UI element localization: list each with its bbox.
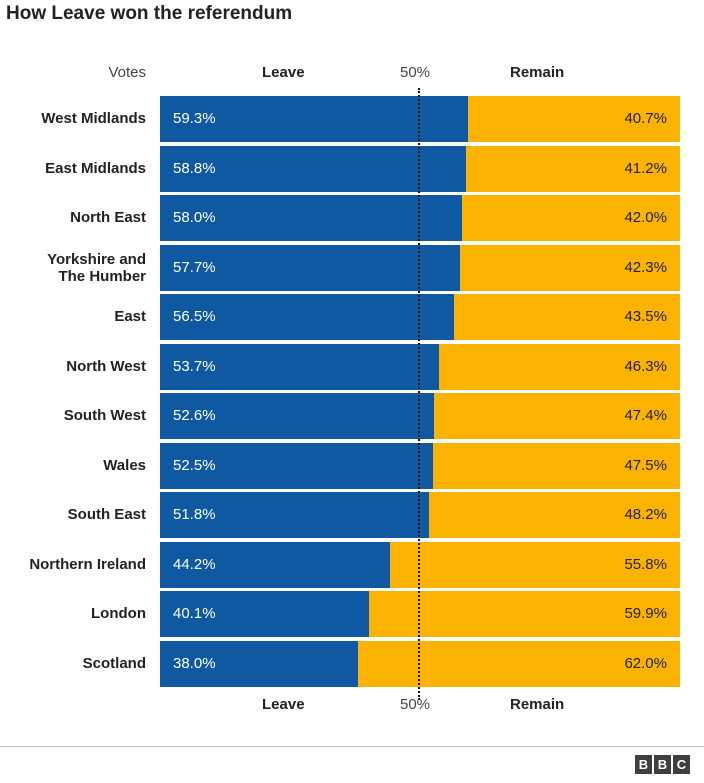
- bbc-logo-letter-2: B: [654, 755, 671, 774]
- region-label: East Midlands: [45, 160, 146, 178]
- remain-bar: 52.6% 47.4%: [160, 393, 680, 439]
- bar-row: South East 51.8% 48.2%: [0, 492, 704, 538]
- leave-bar: [160, 641, 358, 687]
- bar-row: South West 52.6% 47.4%: [0, 393, 704, 439]
- fifty-percent-line: [418, 88, 420, 700]
- leave-value-label: 53.7%: [173, 358, 216, 375]
- remain-header-top: Remain: [510, 64, 565, 81]
- bar-row: London 40.1% 59.9%: [0, 591, 704, 637]
- region-label: North East: [70, 209, 146, 227]
- region-label: South East: [67, 506, 146, 524]
- remain-value-label: 48.2%: [624, 506, 667, 523]
- bbc-logo-letter-3: C: [673, 755, 690, 774]
- region-label: East: [114, 308, 146, 326]
- remain-bar: 40.1% 59.9%: [160, 591, 680, 637]
- remain-bar: 58.0% 42.0%: [160, 195, 680, 241]
- remain-value-label: 47.5%: [624, 457, 667, 474]
- leave-header-top: Leave: [262, 64, 305, 81]
- remain-value-label: 40.7%: [624, 110, 667, 127]
- remain-bar: 53.7% 46.3%: [160, 344, 680, 390]
- bbc-logo: B B C: [635, 755, 690, 774]
- leave-value-label: 38.0%: [173, 655, 216, 672]
- region-label: Yorkshire and The Humber: [47, 250, 146, 285]
- leave-bar: [160, 591, 369, 637]
- remain-bar: 59.3% 40.7%: [160, 96, 680, 142]
- bar-row: North West 53.7% 46.3%: [0, 344, 704, 390]
- midpoint-label-top: 50%: [400, 64, 431, 81]
- leave-bar: [160, 146, 466, 192]
- remain-value-label: 42.0%: [624, 209, 667, 226]
- bar-row: Scotland 38.0% 62.0%: [0, 641, 704, 687]
- leave-value-label: 58.8%: [173, 160, 216, 177]
- bar-row: West Midlands 59.3% 40.7%: [0, 96, 704, 142]
- remain-header-bottom: Remain: [510, 696, 565, 713]
- remain-bar: 51.8% 48.2%: [160, 492, 680, 538]
- leave-value-label: 57.7%: [173, 259, 216, 276]
- remain-value-label: 62.0%: [624, 655, 667, 672]
- bar-row: Northern Ireland 44.2% 55.8%: [0, 542, 704, 588]
- leave-bar: [160, 245, 461, 291]
- leave-value-label: 51.8%: [173, 506, 216, 523]
- leave-value-label: 58.0%: [173, 209, 216, 226]
- remain-bar: 52.5% 47.5%: [160, 443, 680, 489]
- leave-bar: [160, 344, 440, 390]
- leave-bar: [160, 443, 433, 489]
- leave-value-label: 40.1%: [173, 605, 216, 622]
- bar-row: Yorkshire and The Humber 57.7% 42.3%: [0, 245, 704, 291]
- leave-bar: [160, 393, 434, 439]
- leave-bar: [160, 195, 462, 241]
- remain-bar: 56.5% 43.5%: [160, 294, 680, 340]
- region-label: Scotland: [82, 655, 146, 673]
- bar-row: Wales 52.5% 47.5%: [0, 443, 704, 489]
- midpoint-label-bottom: 50%: [400, 696, 431, 713]
- remain-value-label: 42.3%: [624, 259, 667, 276]
- leave-value-label: 56.5%: [173, 308, 216, 325]
- remain-bar: 44.2% 55.8%: [160, 542, 680, 588]
- region-label: London: [91, 605, 146, 623]
- remain-value-label: 43.5%: [624, 308, 667, 325]
- remain-bar: 58.8% 41.2%: [160, 146, 680, 192]
- bar-row: North East 58.0% 42.0%: [0, 195, 704, 241]
- leave-value-label: 59.3%: [173, 110, 216, 127]
- leave-value-label: 52.5%: [173, 457, 216, 474]
- remain-bar: 38.0% 62.0%: [160, 641, 680, 687]
- chart-title: How Leave won the referendum: [6, 3, 293, 24]
- remain-value-label: 46.3%: [624, 358, 667, 375]
- leave-bar: [160, 96, 469, 142]
- leave-value-label: 44.2%: [173, 556, 216, 573]
- bbc-logo-letter-1: B: [635, 755, 652, 774]
- remain-value-label: 55.8%: [624, 556, 667, 573]
- region-label: South West: [63, 407, 146, 425]
- leave-value-label: 52.6%: [173, 407, 216, 424]
- leave-header-bottom: Leave: [262, 696, 305, 713]
- votes-header: Votes: [108, 64, 146, 81]
- region-label: Northern Ireland: [29, 556, 146, 574]
- bar-row: East 56.5% 43.5%: [0, 294, 704, 340]
- region-label: West Midlands: [41, 110, 146, 128]
- remain-value-label: 41.2%: [624, 160, 667, 177]
- region-label: North West: [66, 358, 146, 376]
- remain-value-label: 59.9%: [624, 605, 667, 622]
- leave-bar: [160, 492, 430, 538]
- remain-value-label: 47.4%: [624, 407, 667, 424]
- leave-bar: [160, 542, 390, 588]
- footer-divider: [0, 746, 704, 747]
- leave-bar: [160, 294, 454, 340]
- remain-bar: 57.7% 42.3%: [160, 245, 680, 291]
- bar-row: East Midlands 58.8% 41.2%: [0, 146, 704, 192]
- region-label: Wales: [103, 457, 146, 475]
